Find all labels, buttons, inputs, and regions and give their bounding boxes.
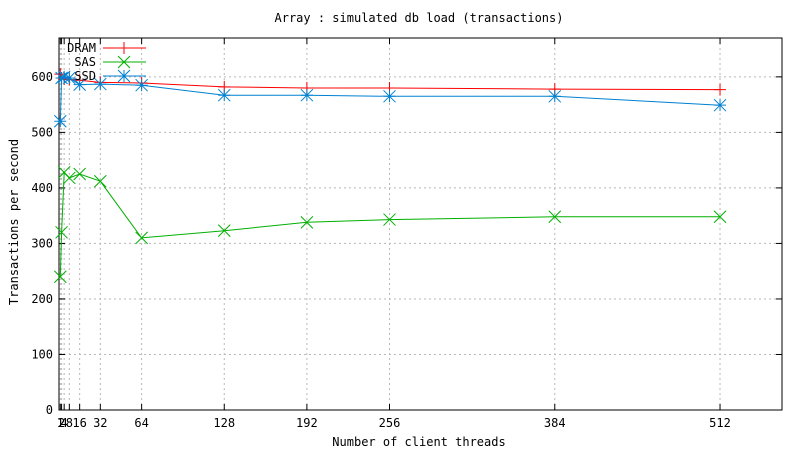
y-tick-label: 100	[31, 347, 53, 361]
y-tick-label: 200	[31, 292, 53, 306]
legend-marker-ssd	[117, 69, 131, 83]
legend-label-dram: DRAM	[67, 41, 96, 55]
data-point-sas	[135, 231, 148, 245]
data-point-ssd	[55, 71, 68, 85]
data-point-ssd	[135, 78, 148, 92]
legend-marker-dram	[118, 42, 130, 54]
x-tick-label: 1	[57, 416, 64, 430]
plot-area	[58, 37, 783, 411]
data-point-sas	[217, 224, 231, 238]
data-point-sas	[93, 174, 107, 188]
series-line-sas	[59, 171, 720, 277]
series-dram	[54, 68, 727, 96]
x-tick-label: 8	[66, 416, 73, 430]
legend-marker-sas	[117, 55, 131, 69]
x-tick-label: 4	[61, 416, 68, 430]
data-point-ssd	[713, 98, 727, 112]
data-point-ssd	[62, 71, 76, 85]
data-point-ssd	[300, 88, 314, 102]
y-tick-label: 300	[31, 236, 53, 250]
data-point-sas	[55, 225, 68, 239]
data-point-ssd	[383, 89, 396, 103]
data-point-sas	[713, 210, 727, 224]
data-point-sas	[548, 210, 562, 224]
x-tick-label: 256	[379, 416, 401, 430]
x-tick-label: 192	[296, 416, 318, 430]
data-point-sas	[300, 215, 314, 229]
x-tick-label: 2	[58, 416, 65, 430]
data-point-sas	[53, 270, 67, 284]
data-point-ssd	[548, 89, 562, 103]
series-layer	[53, 68, 727, 284]
x-tick-label: 16	[72, 416, 86, 430]
legend-label-ssd: SSD	[74, 69, 96, 83]
y-tick-label: 500	[31, 125, 53, 139]
y-tick-label: 400	[31, 181, 53, 195]
data-point-sas	[383, 213, 396, 226]
data-point-sas	[62, 171, 76, 185]
data-point-dram	[714, 83, 727, 96]
y-tick-label: 600	[31, 70, 53, 84]
x-tick-label: 128	[213, 416, 235, 430]
y-axis-label: Transactions per second	[7, 139, 21, 305]
y-tick-label: 0	[46, 403, 53, 417]
x-tick-label: 512	[709, 416, 731, 430]
data-point-ssd	[53, 114, 67, 128]
data-point-ssd	[73, 78, 87, 91]
series-sas	[53, 166, 727, 284]
data-point-ssd	[93, 77, 107, 91]
chart-title: Array : simulated db load (transactions)	[275, 11, 564, 25]
grid	[59, 38, 782, 410]
x-tick-label: 384	[544, 416, 566, 430]
x-axis-label: Number of client threads	[332, 435, 505, 449]
data-point-ssd	[217, 88, 231, 102]
data-point-ssd	[57, 70, 71, 84]
legend-label-sas: SAS	[74, 55, 96, 69]
series-ssd	[53, 70, 727, 128]
data-point-sas	[73, 167, 87, 181]
x-tick-label: 32	[93, 416, 107, 430]
x-tick-label: 64	[134, 416, 148, 430]
